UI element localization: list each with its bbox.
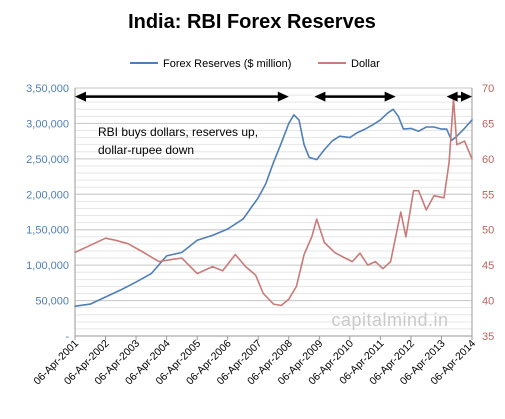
annotation-arrow-head-right <box>277 91 289 102</box>
left-tick-label: 1,50,000 <box>26 225 69 237</box>
left-tick-label: 3,00,000 <box>26 118 69 130</box>
right-tick-label: 35 <box>482 331 494 343</box>
annotation-arrow-head-left <box>314 91 326 102</box>
annotation-arrow <box>314 91 396 102</box>
left-tick-label: 2,00,000 <box>26 189 69 201</box>
right-axis-ticks: 35 40 45 50 55 60 65 70 <box>482 83 494 343</box>
annotation-arrow <box>75 91 289 102</box>
watermark: capitalmind.in <box>331 310 448 330</box>
series-layer <box>74 97 473 308</box>
annotation-arrow-head-left <box>446 91 458 102</box>
left-tick-label: - <box>65 331 69 343</box>
annotation-line-1: RBI buys dollars, reserves up, <box>98 125 258 139</box>
right-tick-label: 50 <box>482 225 494 237</box>
left-axis-ticks: - 50,000 1,00,000 1,50,000 2,00,000 2,50,000 3… <box>26 83 69 343</box>
chart-title: India: RBI Forex Reserves <box>128 11 376 33</box>
left-tick-label: 1,00,000 <box>26 260 69 272</box>
gridlines <box>74 87 473 337</box>
left-tick-label: 2,50,000 <box>26 154 69 166</box>
legend-label-forex: Forex Reserves ($ million) <box>163 58 291 70</box>
right-tick-label: 55 <box>482 189 494 201</box>
annotation-arrow-head-left <box>75 91 86 102</box>
legend: Forex Reserves ($ million) Dollar <box>130 58 380 70</box>
annotation-line-2: dollar-rupee down <box>98 143 194 157</box>
annotation-arrow <box>446 91 472 102</box>
left-tick-label: 3,50,000 <box>26 83 69 95</box>
right-tick-label: 60 <box>482 154 494 166</box>
annotation-arrows <box>75 91 472 102</box>
right-tick-label: 65 <box>482 118 494 130</box>
series-line-forex-reserves <box>74 108 473 308</box>
right-tick-label: 45 <box>482 260 494 272</box>
right-tick-label: 70 <box>482 83 494 95</box>
annotation-arrow-head-right <box>384 91 396 102</box>
left-tick-label: 50,000 <box>35 296 69 308</box>
annotation-arrow-head-right <box>461 91 472 102</box>
right-tick-label: 40 <box>482 296 494 308</box>
series-line-dollar <box>74 97 473 307</box>
legend-label-dollar: Dollar <box>351 58 380 70</box>
